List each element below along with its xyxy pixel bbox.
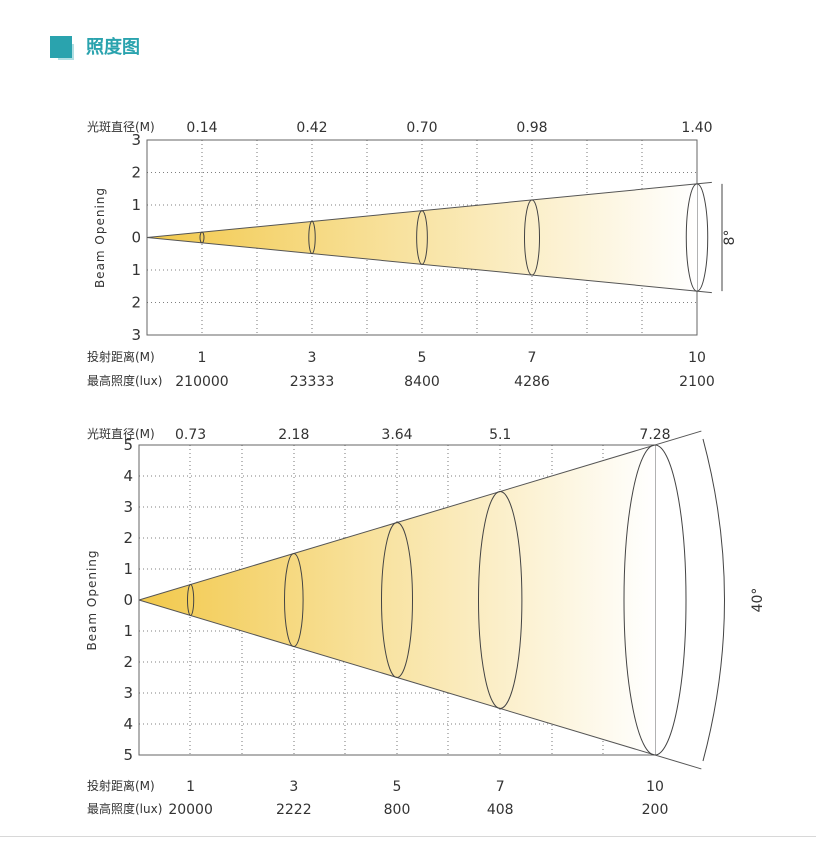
spot-ellipse bbox=[623, 444, 687, 756]
spot-ellipse bbox=[187, 584, 195, 616]
y-tick-label: 4 bbox=[123, 715, 133, 733]
distance-value: 1 bbox=[198, 350, 207, 366]
illuminance-value: 210000 bbox=[175, 374, 228, 390]
distance-value: 10 bbox=[688, 350, 706, 366]
spot-ellipse bbox=[381, 522, 413, 678]
y-tick-label: 2 bbox=[123, 653, 133, 671]
beam-edge-upper bbox=[146, 181, 712, 238]
beam-cone-fill bbox=[147, 183, 697, 292]
spot-diameter-label: 光斑直径(M) bbox=[87, 427, 155, 441]
y-tick-label: 1 bbox=[131, 261, 141, 279]
y-tick-label: 1 bbox=[123, 560, 133, 578]
y-tick-label: 5 bbox=[123, 436, 133, 454]
spot-diameter-value: 0.70 bbox=[406, 120, 437, 136]
spot-ellipse bbox=[685, 183, 709, 292]
distance-value: 10 bbox=[646, 779, 664, 795]
spot-ellipse bbox=[308, 220, 316, 255]
spot-diameter-value: 5.1 bbox=[489, 427, 511, 443]
spot-diameter-value: 0.73 bbox=[175, 427, 206, 443]
distance-value: 5 bbox=[418, 350, 427, 366]
spot-diameter-value: 0.14 bbox=[186, 120, 217, 136]
illuminance-value: 200 bbox=[642, 802, 669, 818]
spot-ellipse bbox=[284, 553, 304, 647]
distance-value: 3 bbox=[289, 779, 298, 795]
illuminance-value: 408 bbox=[487, 802, 514, 818]
distance-value: 7 bbox=[496, 779, 505, 795]
y-tick-label: 1 bbox=[131, 196, 141, 214]
illuminance-label: 最高照度(lux) bbox=[87, 373, 162, 388]
y-axis-label: Beam Opening bbox=[85, 549, 99, 650]
beam-cone-fill bbox=[139, 445, 655, 755]
spot-ellipse bbox=[199, 231, 205, 244]
illuminance-value: 23333 bbox=[290, 374, 335, 390]
illuminance-value: 8400 bbox=[404, 374, 440, 390]
illuminance-value: 2222 bbox=[276, 802, 312, 818]
spot-diameter-value: 0.42 bbox=[296, 120, 327, 136]
beam-angle-label: 40° bbox=[750, 588, 766, 613]
spot-diameter-value: 2.18 bbox=[278, 427, 309, 443]
distance-label: 投射距离(M) bbox=[87, 778, 155, 793]
illuminance-value: 4286 bbox=[514, 374, 550, 390]
illuminance-value: 2100 bbox=[679, 374, 715, 390]
distance-value: 1 bbox=[186, 779, 195, 795]
y-tick-label: 0 bbox=[123, 591, 133, 609]
illuminance-value: 800 bbox=[384, 802, 411, 818]
y-axis-label: Beam Opening bbox=[93, 187, 107, 288]
spot-ellipse bbox=[523, 199, 541, 276]
angle-indicator-arc bbox=[702, 438, 725, 762]
beam-angle-label: 8° bbox=[722, 230, 738, 246]
y-tick-label: 2 bbox=[131, 294, 141, 312]
illuminance-value: 20000 bbox=[168, 802, 213, 818]
spot-diameter-value: 7.28 bbox=[639, 427, 670, 443]
y-tick-label: 3 bbox=[131, 326, 141, 344]
beam-edge-upper bbox=[138, 430, 702, 601]
y-tick-label: 3 bbox=[131, 131, 141, 149]
beam-edge-lower bbox=[138, 599, 702, 770]
illuminance-label: 最高照度(lux) bbox=[87, 801, 162, 816]
y-tick-label: 0 bbox=[131, 229, 141, 247]
section-marker-icon bbox=[50, 36, 74, 60]
distance-label: 投射距离(M) bbox=[87, 349, 155, 364]
y-tick-label: 3 bbox=[123, 684, 133, 702]
y-tick-label: 2 bbox=[123, 529, 133, 547]
y-tick-label: 1 bbox=[123, 622, 133, 640]
spot-diameter-label: 光斑直径(M) bbox=[87, 120, 155, 134]
y-tick-label: 4 bbox=[123, 467, 133, 485]
spot-diameter-value: 3.64 bbox=[381, 427, 412, 443]
beam-edge-lower bbox=[146, 237, 712, 294]
y-tick-label: 3 bbox=[123, 498, 133, 516]
y-tick-label: 2 bbox=[131, 164, 141, 182]
spot-ellipse bbox=[416, 210, 428, 265]
spot-diameter-value: 0.98 bbox=[516, 120, 547, 136]
bottom-divider bbox=[0, 836, 816, 837]
distance-value: 5 bbox=[393, 779, 402, 795]
distance-value: 7 bbox=[528, 350, 537, 366]
page-title: 照度图 bbox=[86, 37, 140, 58]
y-tick-label: 5 bbox=[123, 746, 133, 764]
spot-diameter-value: 1.40 bbox=[681, 120, 712, 136]
spot-ellipse bbox=[478, 491, 523, 709]
distance-value: 3 bbox=[308, 350, 317, 366]
